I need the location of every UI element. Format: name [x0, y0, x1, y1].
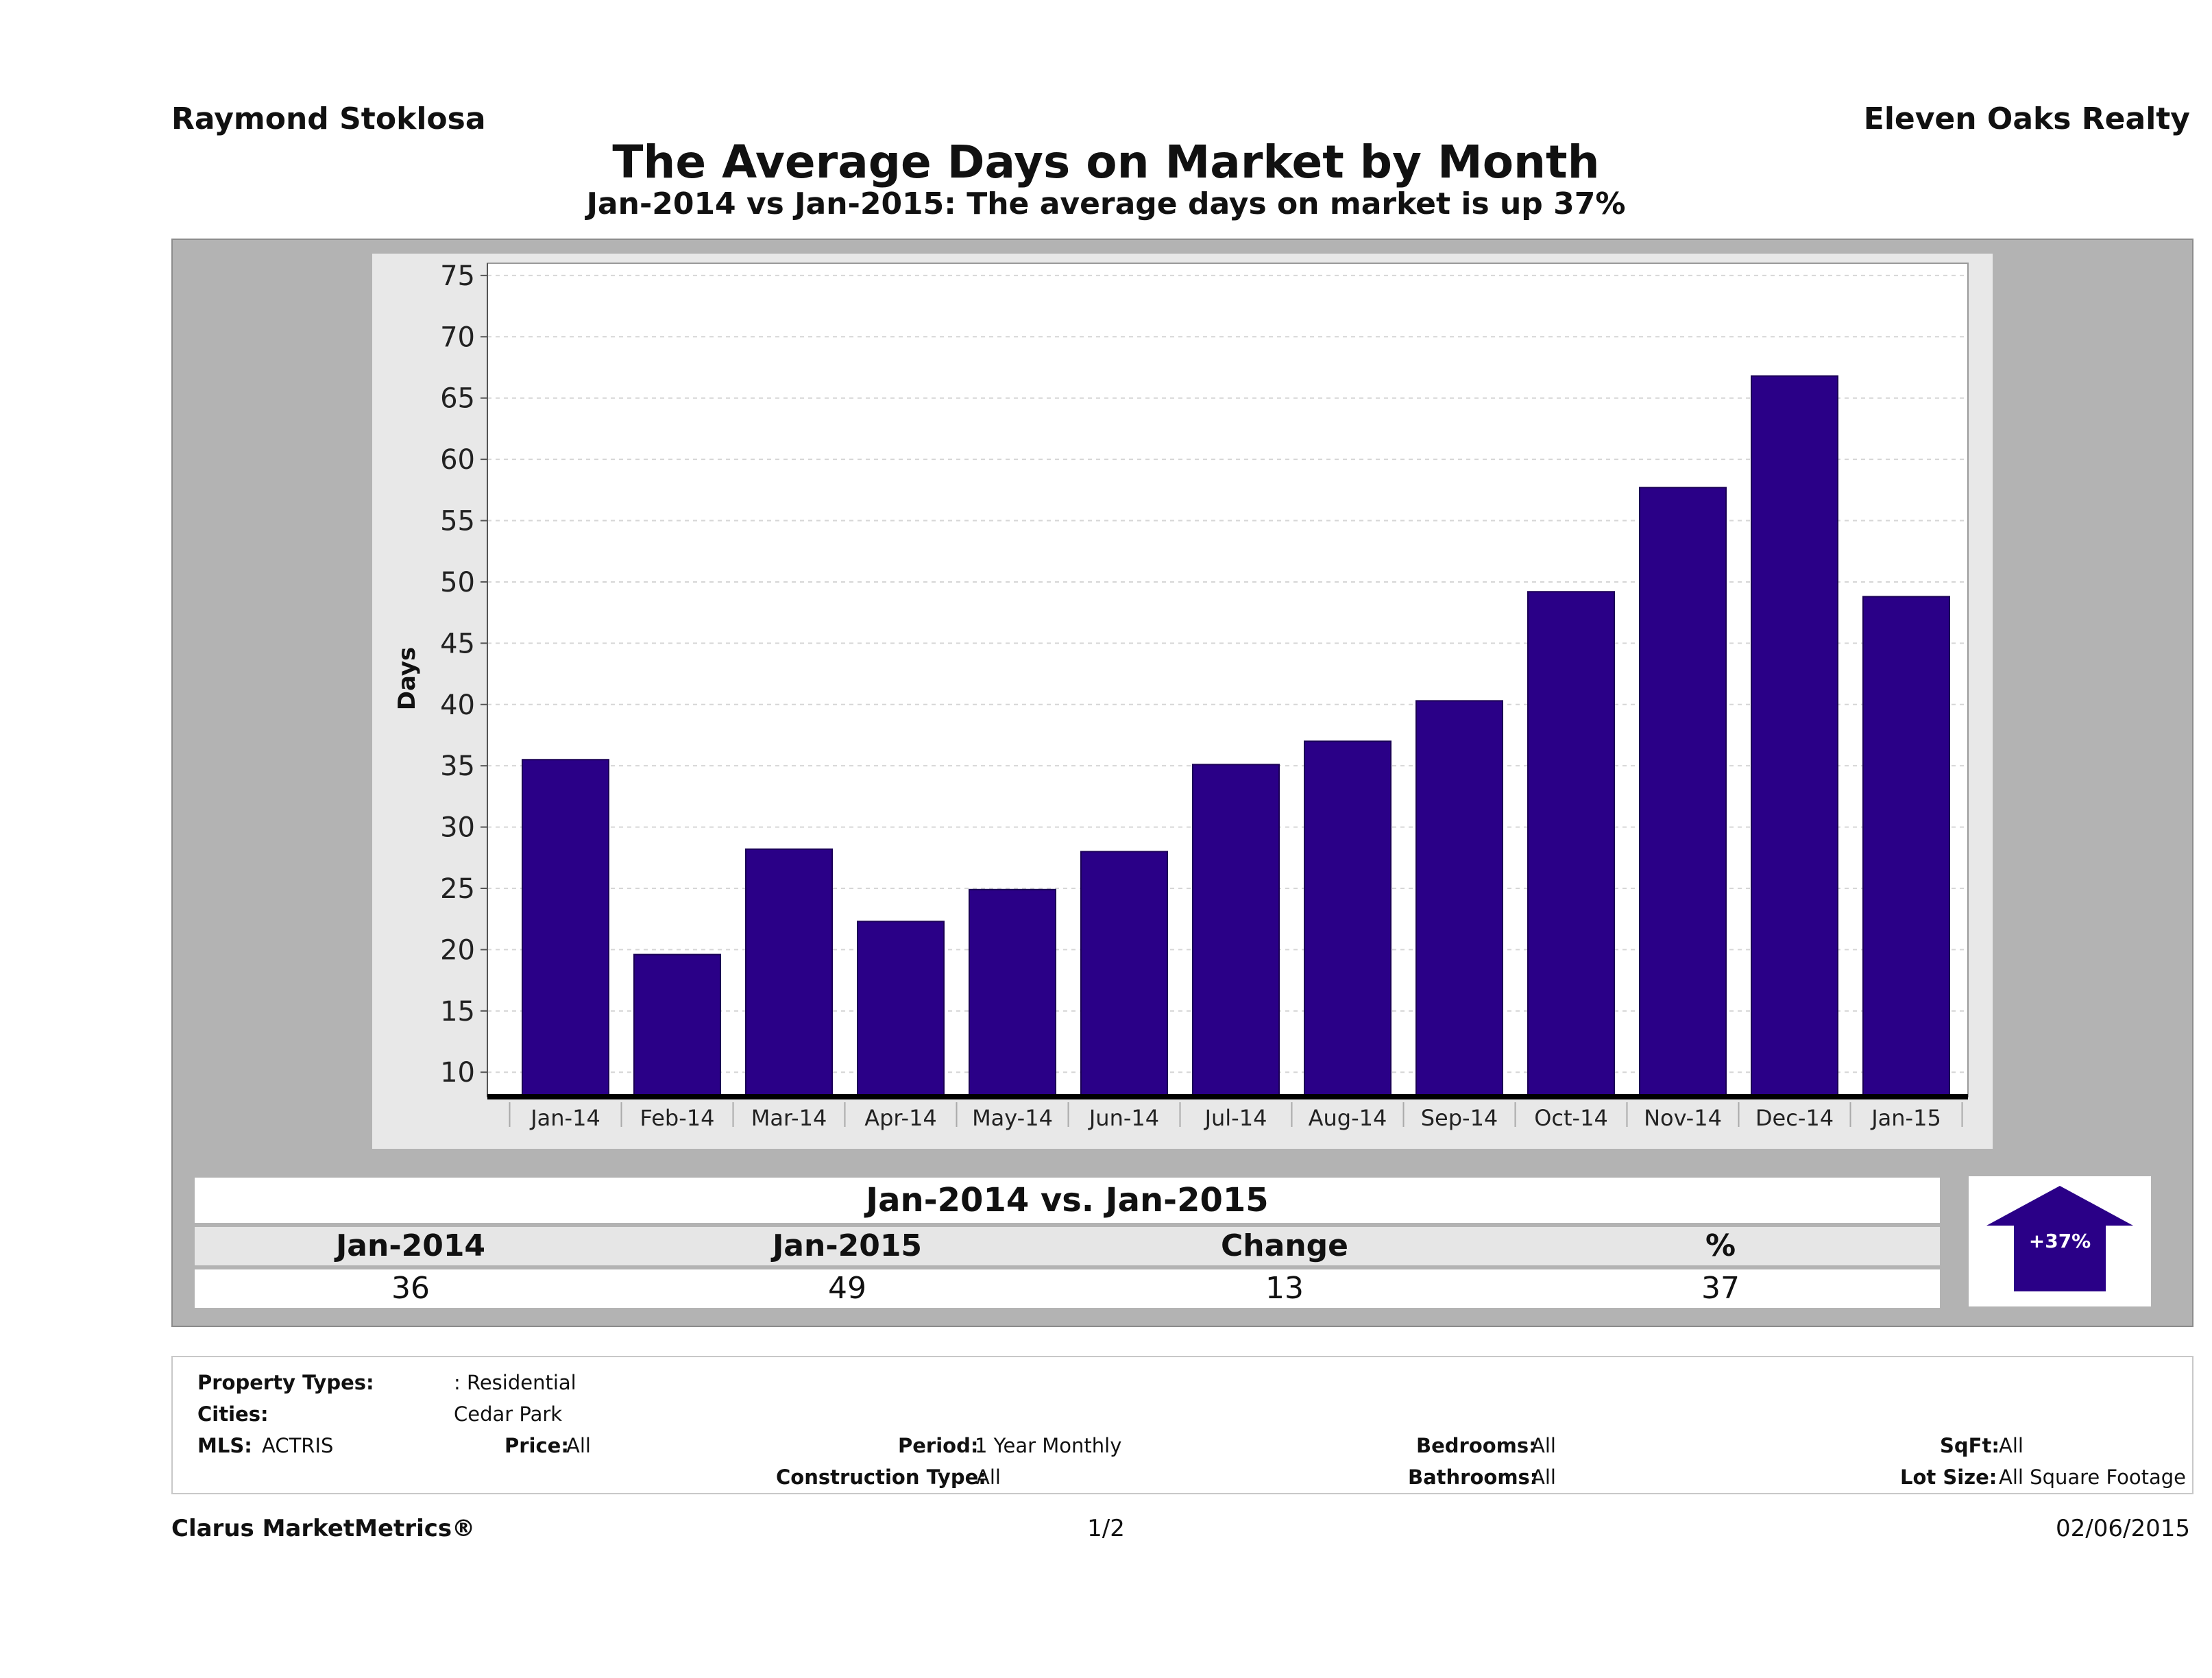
bar-sep-14	[1415, 700, 1503, 1097]
y-tick-label: 10	[440, 1057, 475, 1089]
x-tick-label: Jun-14	[1088, 1105, 1159, 1131]
bathrooms-label: Bathrooms:	[1408, 1466, 1538, 1489]
y-tick-label: 55	[440, 506, 475, 537]
summary-value-jan2015: 49	[828, 1271, 866, 1306]
summary-value-row: 36 49 13 37	[195, 1269, 1940, 1308]
x-tick-label: Aug-14	[1309, 1105, 1387, 1131]
bar-apr-14	[857, 921, 945, 1097]
x-tick-label: Mar-14	[751, 1105, 827, 1131]
summary-label-jan2014: Jan-2014	[335, 1228, 486, 1263]
y-axis-label: Days	[393, 647, 421, 711]
bathrooms-value: All	[1531, 1466, 1556, 1489]
bar-may-14	[969, 888, 1056, 1097]
bar-feb-14	[633, 953, 721, 1097]
construction-type-label: Construction Type:	[776, 1466, 986, 1489]
bedrooms-value: All	[1531, 1434, 1556, 1457]
x-tick-label: Sep-14	[1421, 1105, 1498, 1131]
cities-value: Cedar Park	[454, 1402, 563, 1426]
x-tick-label: May-14	[972, 1105, 1053, 1131]
summary-value-jan2014: 36	[391, 1271, 430, 1306]
period-label: Period:	[898, 1434, 979, 1457]
change-badge: +37%	[1969, 1176, 2151, 1306]
y-tick-label: 30	[440, 812, 475, 844]
up-arrow-icon	[1986, 1186, 2133, 1291]
x-tick-label: Jan-14	[529, 1105, 600, 1131]
summary-label-row: Jan-2014 Jan-2015 Change %	[195, 1227, 1940, 1265]
summary-label-change: Change	[1221, 1228, 1348, 1263]
agent-name: Raymond Stoklosa	[171, 101, 486, 136]
price-value: All	[566, 1434, 591, 1457]
footer-brand: Clarus MarketMetrics®	[171, 1515, 476, 1542]
summary-label-jan2015: Jan-2015	[772, 1228, 923, 1263]
sqft-label: SqFt:	[1940, 1434, 2000, 1457]
y-tick-label: 45	[440, 628, 475, 659]
bar-chart: 10 15 20 25 30 35 40 45 50 55 60 65 70 75 Days Jan-14 Fe…	[393, 260, 1969, 1131]
bar-jul-14	[1192, 764, 1280, 1097]
x-tick-label: Oct-14	[1534, 1105, 1608, 1131]
y-tick-label: 60	[440, 444, 475, 476]
mls-value: ACTRIS	[262, 1434, 334, 1457]
lot-size-value: All Square Footage	[1999, 1466, 2187, 1489]
y-tick-label: 20	[440, 934, 475, 966]
period-value: 1 Year Monthly	[975, 1434, 1122, 1457]
chart-subtitle: Jan-2014 vs Jan-2015: The average days o…	[586, 186, 1626, 221]
summary-value-percent: 37	[1701, 1271, 1740, 1306]
bar-jan-15	[1862, 596, 1950, 1097]
chart-title: The Average Days on Market by Month	[612, 136, 1600, 189]
y-tick-label: 75	[440, 260, 475, 292]
summary-heading: Jan-2014 vs. Jan-2015	[195, 1178, 1940, 1223]
y-tick-label: 50	[440, 567, 475, 598]
property-types-value: : Residential	[454, 1371, 576, 1394]
x-tick-label: Nov-14	[1644, 1105, 1722, 1131]
bar-jun-14	[1080, 851, 1168, 1098]
sqft-value: All	[1999, 1434, 2023, 1457]
x-tick-label: Dec-14	[1755, 1105, 1834, 1131]
y-tick-label: 70	[440, 321, 475, 353]
summary-value-change: 13	[1265, 1271, 1304, 1306]
y-tick-label: 40	[440, 690, 475, 721]
change-badge-label: +37%	[2029, 1230, 2091, 1252]
price-label: Price:	[505, 1434, 569, 1457]
bar-oct-14	[1527, 591, 1615, 1097]
bar-dec-14	[1751, 375, 1838, 1097]
y-tick-label: 35	[440, 751, 475, 782]
x-tick-label: Apr-14	[864, 1105, 937, 1131]
y-tick-label: 65	[440, 383, 475, 415]
lot-size-label: Lot Size:	[1900, 1466, 1997, 1489]
bar-mar-14	[745, 848, 833, 1098]
x-tick-label: Jul-14	[1204, 1105, 1267, 1131]
page-number: 1/2	[1087, 1515, 1125, 1542]
bedrooms-label: Bedrooms:	[1416, 1434, 1537, 1457]
x-tick-label: Feb-14	[640, 1105, 715, 1131]
mls-label: MLS:	[197, 1434, 252, 1457]
x-tick-label: Jan-15	[1870, 1105, 1941, 1131]
search-criteria: Property Types: : Residential Cities: Ce…	[171, 1356, 2193, 1494]
property-types-label: Property Types:	[197, 1371, 374, 1394]
construction-type-value: All	[976, 1466, 1001, 1489]
report-date: 02/06/2015	[2056, 1515, 2190, 1542]
company-name: Eleven Oaks Realty	[1863, 101, 2190, 136]
chart-area: 10 15 20 25 30 35 40 45 50 55 60 65 70 75 Days Jan-14 Fe…	[372, 254, 1993, 1149]
y-tick-label: 25	[440, 873, 475, 905]
summary-label-percent: %	[1705, 1228, 1736, 1263]
bar-aug-14	[1304, 740, 1391, 1097]
bar-jan-14	[522, 759, 609, 1097]
cities-label: Cities:	[197, 1402, 269, 1426]
bar-nov-14	[1639, 487, 1727, 1097]
y-tick-label: 15	[440, 996, 475, 1028]
